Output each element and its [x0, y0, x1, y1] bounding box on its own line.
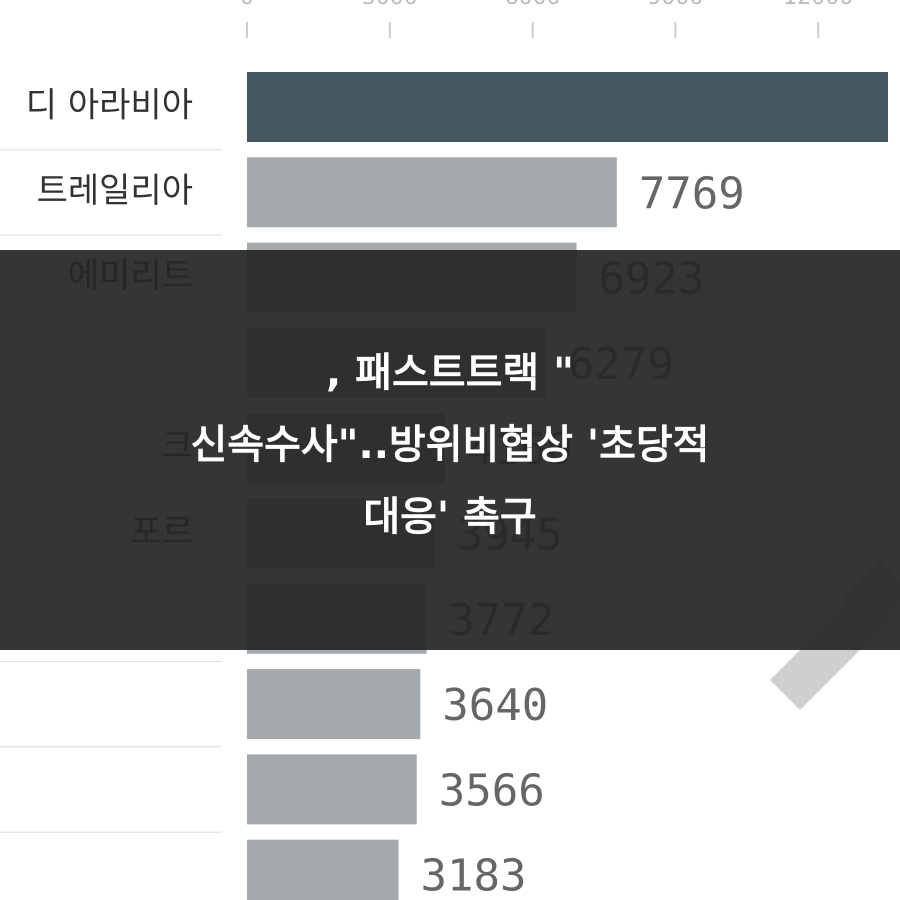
headline-line: 신속수사"..방위비협상 '초당적 [190, 422, 709, 468]
headline-line: 대응' 촉구 [363, 494, 536, 540]
bar [247, 669, 421, 740]
bar [247, 72, 888, 142]
overlay-band [0, 250, 900, 650]
bar [247, 754, 417, 825]
value-label: 7769 [639, 168, 745, 219]
x-tick-label: 3000 [362, 0, 418, 10]
value-label: 3566 [439, 765, 545, 816]
x-tick-label: 6000 [505, 0, 561, 10]
category-label: 트레일리아 [37, 171, 193, 211]
x-tick-label: 0 [240, 0, 254, 10]
x-tick-label: 9000 [647, 0, 703, 10]
value-label: 3183 [421, 851, 527, 900]
value-label: 3640 [442, 680, 548, 731]
x-tick-label: 12000 [783, 0, 853, 10]
bar [247, 839, 399, 900]
bar [247, 157, 617, 228]
headline-line: , 패스트트랙 " [326, 350, 574, 396]
category-label: 디 아라비아 [26, 86, 193, 126]
